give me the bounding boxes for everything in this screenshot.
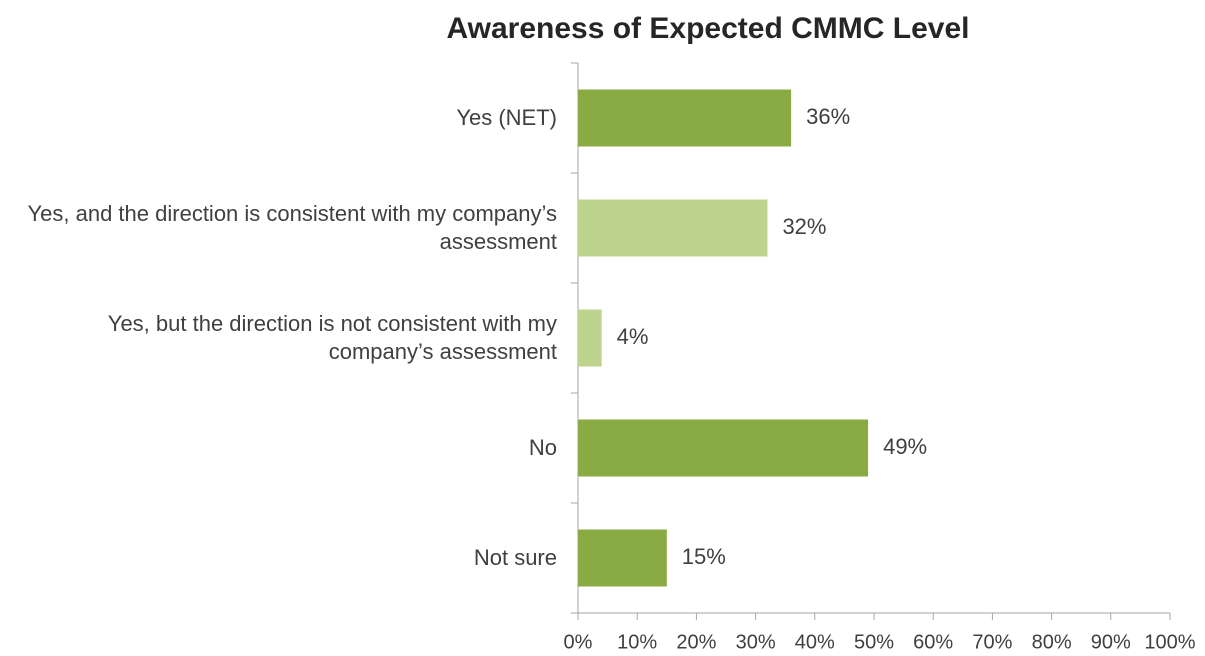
x-tick-label: 20%: [676, 631, 716, 653]
bar: [578, 199, 768, 257]
y-tick-label: Yes, and the direction is consistent wit…: [27, 201, 558, 254]
x-tick-label: 80%: [1032, 631, 1072, 653]
x-tick-label: 100%: [1144, 631, 1195, 653]
bar: [578, 419, 869, 477]
x-tick-label: 10%: [617, 631, 657, 653]
x-tick-label: 50%: [854, 631, 894, 653]
x-tick-label: 30%: [736, 631, 776, 653]
value-label: 32%: [782, 214, 826, 239]
x-tick-label: 40%: [795, 631, 835, 653]
bar: [578, 89, 792, 147]
value-label: 49%: [883, 434, 927, 459]
y-tick-label: Yes, but the direction is not consistent…: [107, 311, 557, 364]
y-tick-label: No: [528, 435, 557, 460]
value-label: 36%: [806, 104, 850, 129]
x-tick-label: 90%: [1091, 631, 1131, 653]
x-tick-label: 70%: [972, 631, 1012, 653]
y-tick-label: Yes (NET): [456, 105, 557, 130]
value-label: 15%: [682, 544, 726, 569]
bar: [578, 529, 667, 587]
x-tick-label: 60%: [913, 631, 953, 653]
bar: [578, 309, 602, 367]
x-tick-label: 0%: [564, 631, 593, 653]
y-tick-label: Not sure: [473, 545, 557, 570]
chart-title: Awareness of Expected CMMC Level: [446, 12, 970, 45]
value-label: 4%: [617, 324, 649, 349]
